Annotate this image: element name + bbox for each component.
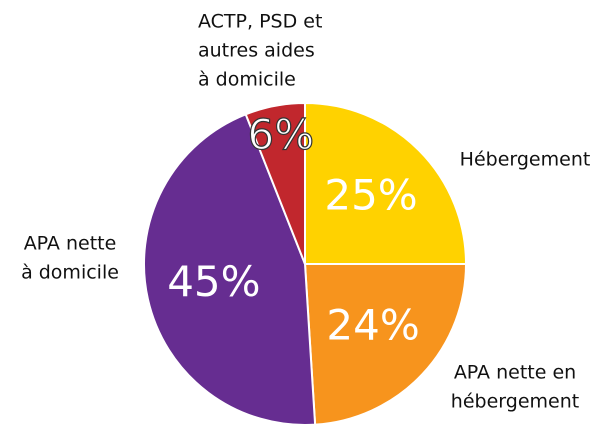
category-label: hébergement <box>451 391 579 413</box>
category-label: à domicile <box>198 69 296 91</box>
pie-slice <box>304 101 468 265</box>
value-label: 24% <box>326 300 419 349</box>
pie-slice <box>303 263 468 425</box>
category-label: autres aides <box>198 40 315 62</box>
value-label: 25% <box>324 170 417 219</box>
category-label: ACTP, PSD et <box>198 11 322 33</box>
category-label: APA nette en <box>454 362 576 384</box>
pie-slice <box>244 101 306 265</box>
value-label: 6% <box>248 110 315 159</box>
category-label: à domicile <box>21 262 119 284</box>
category-label: Hébergement <box>460 149 591 171</box>
value-label: 45% <box>167 257 260 306</box>
pie-slice <box>143 113 317 425</box>
category-label: APA nette <box>24 233 117 255</box>
